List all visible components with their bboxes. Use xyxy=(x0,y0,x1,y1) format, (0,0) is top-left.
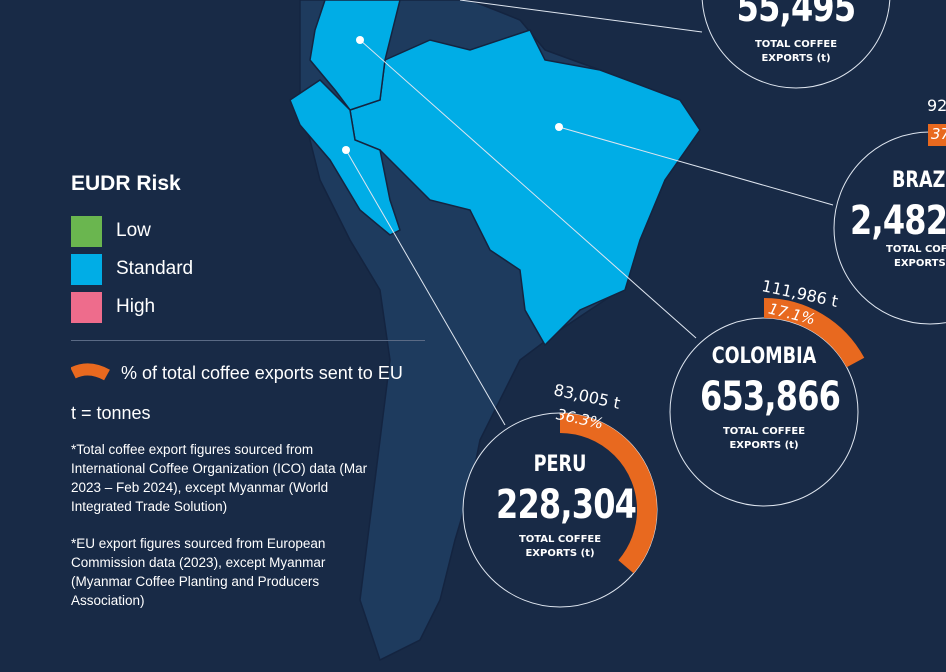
brazil-label: BRAZI 2,482, TOTAL COF EXPORTS xyxy=(838,168,946,271)
peru-eu-arc xyxy=(463,413,657,607)
legend-low: Low xyxy=(71,212,431,250)
brazil-eu-tonnes: 92 xyxy=(927,96,946,115)
colombia-value: 653,866 xyxy=(700,374,841,420)
legend: EUDR Risk Low Standard High % of total c… xyxy=(71,172,431,628)
country-name: BRAZI xyxy=(892,168,946,193)
legend-standard: Standard xyxy=(71,250,431,288)
total-label: TOTAL COFFEE xyxy=(518,534,602,545)
legend-divider xyxy=(71,340,425,341)
legend-label: High xyxy=(116,296,156,317)
total-label: EXPORTS (t) xyxy=(729,440,799,451)
total-label: TOTAL COFFEE xyxy=(754,39,838,50)
peru-label: PERU 228,304 TOTAL COFFEE EXPORTS (t) xyxy=(480,452,640,561)
total-label: TOTAL COF xyxy=(886,244,946,255)
brazil-value: 2,482, xyxy=(850,198,946,244)
country-name: PERU xyxy=(533,452,587,477)
colombia-eu-arc xyxy=(650,298,878,526)
tonnes-note: t = tonnes xyxy=(71,403,151,423)
arc-swatch-icon xyxy=(71,363,110,381)
legend-label: Standard xyxy=(116,258,194,279)
brazil-eu-pct: 37 xyxy=(931,125,946,143)
source-note-2: *EU export figures sourced from European… xyxy=(71,536,326,608)
colombia-label: COLOMBIA 653,866 TOTAL COFFEE EXPORTS (t… xyxy=(684,344,844,453)
peru-value: 228,304 xyxy=(496,482,637,528)
total-label: EXPORTS xyxy=(894,258,946,269)
legend-high: High xyxy=(71,288,431,326)
country-name: COLOMBIA xyxy=(711,344,817,369)
legend-arc: % of total coffee exports sent to EU xyxy=(71,359,431,387)
total-label: EXPORTS (t) xyxy=(761,53,831,64)
total-label: EXPORTS (t) xyxy=(525,548,595,559)
arc-legend-label: % of total coffee exports sent to EU xyxy=(121,362,403,383)
high-swatch xyxy=(71,291,102,323)
brazil-eu-arc xyxy=(928,124,946,146)
standard-swatch xyxy=(71,253,102,285)
total-label: TOTAL COFFEE xyxy=(722,426,806,437)
top-country-circle xyxy=(701,0,891,89)
top-country-label: 55,495 TOTAL COFFEE EXPORTS (t) xyxy=(716,0,876,66)
legend-title: EUDR Risk xyxy=(71,172,181,195)
legend-label: Low xyxy=(116,220,151,241)
low-swatch xyxy=(71,215,102,247)
source-note-1: *Total coffee export figures sourced fro… xyxy=(71,442,368,514)
top-value: 55,495 xyxy=(736,0,856,31)
